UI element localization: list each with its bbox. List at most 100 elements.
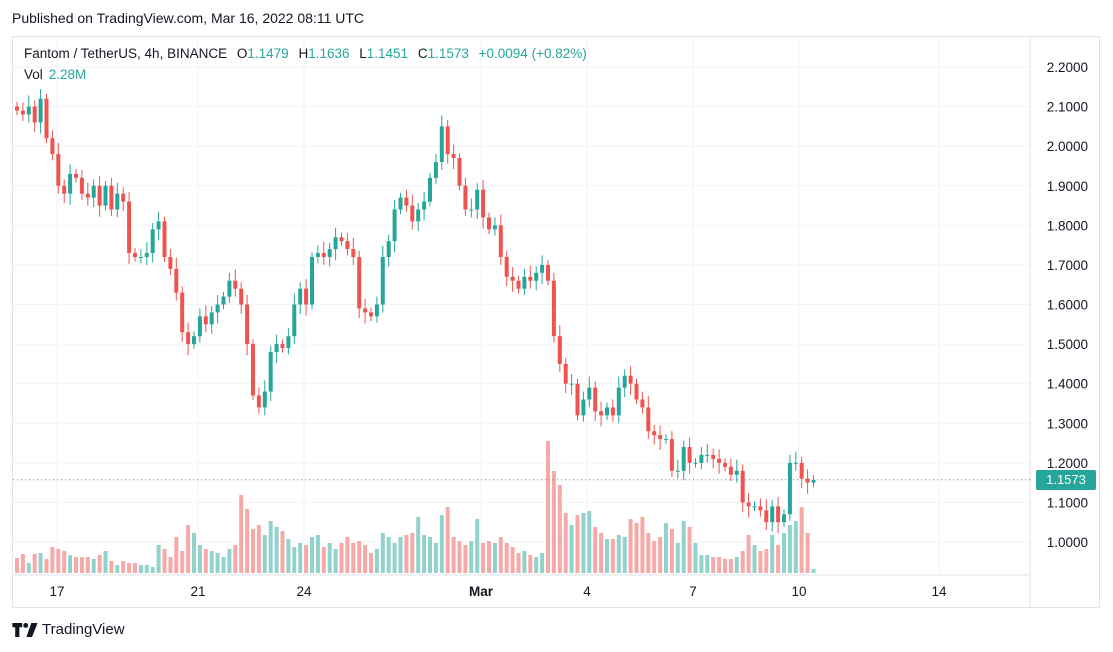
volume-bar — [705, 555, 710, 573]
volume-bar — [581, 513, 586, 573]
candle-body — [546, 264, 550, 281]
volume-bar — [646, 533, 651, 573]
candle-body — [44, 98, 49, 139]
candle-body — [97, 185, 102, 206]
y-tick-label: 2.2000 — [1047, 60, 1088, 75]
candle-body — [811, 479, 816, 483]
candle-body — [245, 304, 250, 345]
candle-body — [227, 280, 232, 297]
candle-body — [605, 407, 609, 416]
volume-bar — [628, 519, 633, 573]
change-value: +0.0094 (+0.82%) — [478, 46, 587, 61]
candle-body — [15, 106, 19, 111]
volume-bar — [534, 557, 539, 573]
volume-bar — [315, 535, 320, 573]
volume-bar — [239, 495, 244, 573]
volume-bar — [103, 551, 108, 573]
candle-body — [274, 344, 279, 352]
candle-body — [498, 225, 503, 257]
candle-body — [799, 462, 804, 479]
candle-body — [327, 249, 332, 257]
volume-bar — [528, 555, 533, 573]
volume-bar — [575, 515, 580, 573]
volume-bar — [546, 441, 550, 573]
candle-body — [664, 439, 668, 441]
candle-body — [162, 221, 167, 257]
volume-bar — [610, 539, 615, 573]
volume-bar — [369, 553, 373, 573]
volume-bar — [634, 523, 639, 573]
volume-bar — [256, 525, 261, 573]
brand-name[interactable]: TradingView — [42, 621, 125, 638]
candle-body — [528, 276, 533, 281]
volume-bar — [374, 549, 379, 573]
y-tick-label: 1.8000 — [1047, 218, 1088, 233]
published-text: Published on TradingView.com, Mar 16, 20… — [12, 10, 365, 26]
candle-body — [569, 383, 574, 385]
candle-body — [675, 470, 680, 472]
y-tick-label: 1.7000 — [1047, 258, 1088, 273]
candle-body — [91, 185, 96, 198]
candle-body — [186, 332, 191, 345]
chart-frame[interactable] — [12, 36, 1100, 608]
volume-bar — [764, 549, 769, 573]
volume-bar — [363, 545, 368, 573]
high-label: H — [298, 46, 309, 61]
candle-body — [369, 312, 373, 317]
candle-body — [233, 280, 238, 289]
volume-bar — [109, 561, 114, 573]
candle-body — [593, 387, 598, 412]
volume-bar — [640, 517, 645, 573]
volume-bar — [805, 533, 810, 573]
volume-bar — [469, 541, 474, 573]
volume-bar — [475, 519, 480, 573]
candle-body — [652, 431, 657, 436]
volume-bar — [428, 537, 432, 573]
volume-bar — [687, 527, 692, 573]
volume-bar — [734, 557, 739, 573]
candle-body — [138, 257, 143, 258]
volume-bar — [286, 539, 291, 573]
volume-bar — [699, 555, 704, 573]
candle-body — [422, 201, 427, 210]
volume-bar — [74, 557, 78, 573]
candle-body — [705, 454, 710, 456]
candle-body — [428, 177, 432, 202]
candle-body — [268, 352, 273, 392]
candle-body — [38, 98, 43, 123]
candle-body — [339, 237, 344, 242]
volume-bar — [221, 557, 226, 573]
candle-body — [374, 304, 379, 317]
footer: TradingView — [12, 621, 125, 638]
candle-body — [174, 268, 179, 293]
low-label: L — [359, 46, 367, 61]
volume-bar — [280, 531, 285, 573]
volume-bar — [416, 517, 421, 573]
volume-bar — [50, 547, 55, 573]
volume-bar — [150, 567, 155, 573]
candle-body — [782, 514, 786, 523]
volume-bar — [351, 543, 356, 573]
close-label: C — [417, 46, 428, 61]
volume-bar — [563, 513, 568, 573]
symbol-label[interactable]: Fantom / TetherUS, 4h, BINANCE — [24, 46, 228, 61]
volume-bar — [121, 561, 126, 573]
volume-bar — [669, 529, 674, 573]
volume-bar — [380, 533, 385, 573]
volume-bar — [652, 541, 657, 573]
candle-body — [144, 253, 149, 257]
candle-body — [451, 154, 456, 159]
volume-bar — [251, 529, 255, 573]
y-tick-label: 1.0000 — [1047, 535, 1088, 550]
volume-bar — [758, 551, 763, 573]
volume-bar — [174, 537, 179, 573]
volume-bar — [68, 555, 73, 573]
candle-body — [787, 462, 792, 515]
volume-bar — [38, 553, 43, 573]
volume-bar — [433, 543, 438, 573]
candle-body — [351, 249, 356, 257]
candle-body — [770, 506, 775, 523]
volume-bar — [156, 545, 161, 573]
volume-bar — [262, 535, 267, 573]
